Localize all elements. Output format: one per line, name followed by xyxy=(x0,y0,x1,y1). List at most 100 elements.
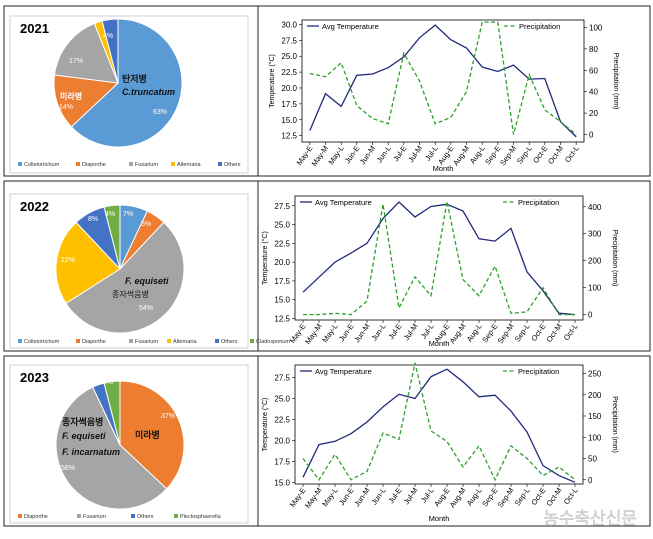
y2-tick-label: 60 xyxy=(589,66,598,75)
legend-swatch xyxy=(171,162,175,166)
pie-value-label: 14% xyxy=(59,104,73,111)
legend-label: Cladosporium xyxy=(256,339,290,345)
x-tick-label: Oct-L xyxy=(562,322,580,342)
y-tick-label: 22.5 xyxy=(281,68,297,77)
y-tick-label: 25.0 xyxy=(274,395,290,404)
x-tick-label: Jun-L xyxy=(370,486,388,507)
pie-value-label: 63% xyxy=(153,109,167,116)
y2-axis-label: Precipitation (mm) xyxy=(611,396,618,453)
y-tick-label: 17.5 xyxy=(281,100,297,109)
legend-label-precipitation: Precipitation xyxy=(519,22,560,31)
x-tick-label: Oct-L xyxy=(562,486,580,506)
x-tick-label: Oct-M xyxy=(545,486,564,508)
y-axis-label: Temperature (°C) xyxy=(261,398,269,452)
pie-value-label: 4% xyxy=(105,211,115,218)
x-tick-label: Oct-L xyxy=(563,144,581,164)
panel-frame-line xyxy=(257,5,651,177)
pie-annotation: F. equiseti xyxy=(125,276,169,286)
x-axis-label: Month xyxy=(429,339,450,348)
legend-swatch xyxy=(77,514,81,518)
legend-label-temperature: Avg Temperature xyxy=(315,367,372,376)
y-axis-label: Temperature (°C) xyxy=(261,231,269,285)
legend-label: Diaporthe xyxy=(82,162,106,168)
pie-slice-diaporthe xyxy=(119,380,185,490)
pie-annotation: C.truncatum xyxy=(122,87,175,97)
y2-tick-label: 150 xyxy=(588,412,602,421)
y2-tick-label: 0 xyxy=(588,476,593,485)
y2-tick-label: 100 xyxy=(588,433,602,442)
legend-swatch xyxy=(18,514,22,518)
pie-chart-2021: 2021 63% 14% 17% 4% 탄저병 C.truncatum 미라병 Colletot… xyxy=(9,15,249,174)
series-line-precipitation xyxy=(309,21,577,136)
pie-slice-cladosporium xyxy=(103,204,121,270)
legend-swatch xyxy=(18,162,22,166)
x-tick-label: May-M xyxy=(303,486,324,510)
y2-tick-label: 50 xyxy=(588,455,597,464)
pie-slice-others xyxy=(101,18,119,84)
line-chart: 12.5 15.0 17.5 20.0 22.5 25.0 27.5 0 100 200 300 40… xyxy=(261,195,618,348)
legend-label: Fusarium xyxy=(135,339,158,345)
pie-annotation: F. incarnatum xyxy=(62,447,120,457)
y2-tick-label: 250 xyxy=(588,370,602,379)
pie-value-label: 5% xyxy=(141,221,151,228)
legend-swatch xyxy=(218,162,222,166)
y2-axis-label: Precipitation (mm) xyxy=(611,230,618,287)
legend-swatch xyxy=(131,514,135,518)
y2-tick-label: 300 xyxy=(588,230,602,239)
y2-tick-label: 0 xyxy=(589,131,594,140)
x-tick-label: May-L xyxy=(326,144,345,166)
x-tick-label: Aug-M xyxy=(451,144,471,167)
line-chart: 12.5 15.0 17.5 20.0 22.5 25.0 27.5 30.0 0 20 40 60 8… xyxy=(268,19,619,173)
legend-label: Fusarium xyxy=(83,514,106,520)
legend-swatch xyxy=(174,514,178,518)
x-tick-label: Oct-M xyxy=(546,144,565,166)
pie-slice-fusarium xyxy=(65,221,185,334)
pie-slice-plectosphaerella xyxy=(103,380,121,446)
y-axis-label: Temperature (°C) xyxy=(268,54,276,108)
y-tick-label: 25.0 xyxy=(274,221,290,230)
series-line-precipitation xyxy=(303,201,575,316)
y-tick-label: 12.5 xyxy=(281,132,297,141)
x-tick-label: Sep-L xyxy=(513,486,532,508)
plot-frame xyxy=(294,195,584,321)
pie-value-label: 54% xyxy=(139,305,153,312)
x-tick-label: Sep-M xyxy=(496,486,516,509)
pie-title: 2023 xyxy=(20,370,49,385)
y2-axis-label: Precipitation (mm) xyxy=(612,53,619,110)
legend-label: Alternaria xyxy=(173,339,197,345)
line-chart: 15.0 17.5 20.0 22.5 25.0 27.5 0 50 100 150 200 250 M… xyxy=(261,362,618,523)
legend-swatch xyxy=(167,339,171,343)
series-line-temperature xyxy=(302,201,576,316)
legend-label: Diaporthe xyxy=(82,339,106,345)
y2-tick-label: 200 xyxy=(588,257,602,266)
legend-label-temperature: Avg Temperature xyxy=(322,22,379,31)
x-tick-label: May-M xyxy=(310,144,331,168)
legend-label: Others xyxy=(137,514,154,520)
y-tick-label: 15.0 xyxy=(274,478,290,487)
series-line-temperature xyxy=(309,24,577,138)
legend-label-temperature: Avg Temperature xyxy=(315,198,372,207)
plot-frame xyxy=(301,19,585,143)
legend-label: Diaporthe xyxy=(24,514,48,520)
y-tick-label: 20.0 xyxy=(281,84,297,93)
legend-swatch xyxy=(18,339,22,343)
x-tick-label: Jun-L xyxy=(370,322,388,343)
y-tick-label: 30.0 xyxy=(281,20,297,29)
x-tick-label: Aug-M xyxy=(448,322,468,345)
y-tick-label: 27.5 xyxy=(274,202,290,211)
pie-slice-diaporthe xyxy=(53,74,120,128)
pie-slice-fusarium xyxy=(55,386,168,510)
pie-annotation: 종자썩음병 xyxy=(112,290,149,299)
legend-swatch xyxy=(76,339,80,343)
panel-frame-line xyxy=(257,355,651,527)
pie-annotation: F. equiseti xyxy=(62,431,106,441)
legend-label: Colletotrichum xyxy=(24,162,60,168)
y-tick-label: 17.5 xyxy=(274,277,290,286)
x-tick-label: Jul-M xyxy=(402,486,420,506)
y-tick-label: 27.5 xyxy=(274,374,290,383)
pie-annotation: 미라병 xyxy=(60,91,82,101)
y-tick-label: 20.0 xyxy=(274,436,290,445)
x-tick-label: Jun-L xyxy=(375,144,393,165)
pie-slice-colletotrichum xyxy=(70,18,183,148)
